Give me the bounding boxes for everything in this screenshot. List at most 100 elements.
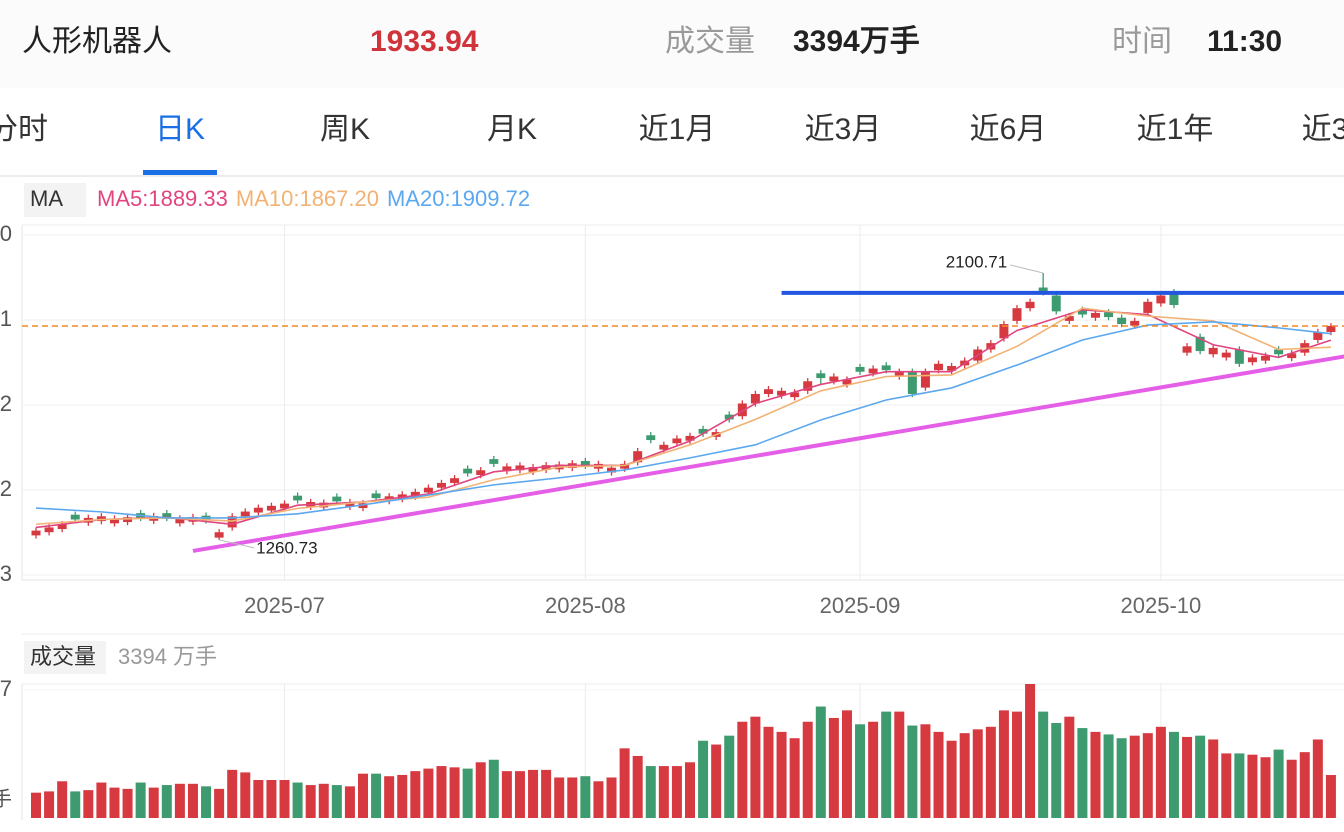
volume-bar (554, 777, 565, 818)
ma-title: MA (30, 186, 63, 211)
tab[interactable]: 近1年 (1137, 113, 1214, 146)
volume-bar (305, 785, 316, 818)
candle-body (515, 465, 525, 471)
tab[interactable]: 月K (487, 113, 537, 146)
tab[interactable]: 近3月 (805, 113, 882, 146)
candle-body (214, 532, 224, 538)
high-leader (1010, 264, 1044, 274)
volume-bar (44, 791, 55, 818)
candle-body (698, 428, 708, 434)
x-tick-label: 2025-09 (820, 593, 901, 618)
candle-body (175, 518, 185, 524)
y-tick-label: 2220.30 (0, 221, 12, 246)
volume-bar (1116, 738, 1127, 818)
candle-body (1038, 287, 1048, 293)
volume-bar (161, 785, 172, 818)
volume-bar (279, 780, 290, 818)
volume-bar (1247, 754, 1258, 818)
volume-bar (96, 782, 107, 818)
candle-body (724, 414, 734, 420)
volume-bar (1273, 749, 1284, 818)
volume-bar (1064, 716, 1075, 818)
volume-bar (1182, 736, 1193, 818)
volume-bar (567, 777, 578, 818)
candle-body (423, 487, 433, 493)
candle-body (1169, 292, 1179, 306)
volume-bar (436, 766, 447, 818)
volume-bar (802, 721, 813, 818)
volume-bar (253, 780, 264, 818)
candle-body (868, 368, 878, 374)
tab[interactable]: 周K (320, 113, 370, 146)
tab[interactable]: 近1月 (639, 113, 716, 146)
tab[interactable]: 近6月 (970, 113, 1047, 146)
volume-bar (776, 731, 787, 818)
candle-body (332, 496, 342, 502)
volume-bar (201, 786, 212, 818)
volume-bar (658, 766, 669, 818)
volume-bar (1260, 757, 1271, 818)
legend-entry: MA10:1867.20 (236, 186, 379, 211)
volume-bar (1038, 711, 1049, 818)
volume-bar (358, 773, 368, 818)
candle-body (1012, 308, 1022, 321)
candle-body (1064, 316, 1074, 321)
volume-title: 成交量 (30, 644, 96, 669)
volume-bar (1103, 734, 1114, 818)
candle-body (607, 467, 617, 473)
candle-body (1130, 320, 1140, 326)
candle-body (476, 470, 486, 476)
candle-body (816, 373, 826, 379)
x-tick-label: 2025-08 (545, 593, 626, 618)
volume-bar (1025, 684, 1036, 818)
low-annotation: 1260.73 (256, 538, 317, 557)
candle-body (672, 438, 682, 444)
volume-bar (645, 766, 656, 818)
candle-body (463, 468, 473, 474)
volume-bar (841, 710, 852, 818)
volume-bar (881, 711, 892, 818)
volume-bar (907, 725, 918, 818)
volume-bar (292, 782, 303, 818)
y-tick-label: 1150.33 (0, 561, 12, 586)
candle-body (947, 366, 957, 371)
volume-bar (815, 706, 826, 818)
trend-line (192, 354, 1344, 553)
volume-bar (737, 721, 748, 818)
volume-bar (501, 771, 512, 818)
candle-body (410, 491, 420, 497)
volume-bar (998, 710, 1009, 818)
candle-body (1195, 336, 1205, 352)
volume-bar (1299, 752, 1310, 818)
volume-tick-label: 10107 (0, 676, 12, 701)
volume-bar (541, 769, 552, 818)
legend-entry: MA5:1889.33 (97, 186, 228, 211)
candle-body (31, 530, 41, 536)
candle-body (1326, 325, 1336, 333)
candle-body (1247, 357, 1257, 363)
volume-bar (985, 726, 996, 818)
candle-body (1143, 301, 1153, 313)
candle-body (1234, 349, 1244, 364)
candle-body (436, 482, 446, 488)
volume-bar (475, 762, 486, 818)
volume-bar (227, 769, 238, 818)
tab[interactable]: 分时 (0, 113, 48, 146)
volume-label: 成交量 (665, 25, 755, 58)
tab[interactable]: 近3年 (1302, 113, 1344, 146)
candle-body (1156, 295, 1166, 304)
candle-body (855, 366, 865, 372)
volume-bar (894, 711, 905, 818)
volume-bar (514, 771, 525, 818)
volume-bar (187, 783, 198, 818)
volume-bar (214, 788, 225, 818)
candle-body (371, 493, 381, 499)
tab-underline (143, 170, 217, 175)
ma-line (35, 321, 1332, 519)
volume-subtitle: 3394 万手 (118, 644, 217, 669)
volume-bar (148, 787, 159, 818)
tab[interactable]: 日K (155, 113, 205, 146)
candle-body (345, 502, 355, 507)
candle-body (57, 524, 67, 530)
